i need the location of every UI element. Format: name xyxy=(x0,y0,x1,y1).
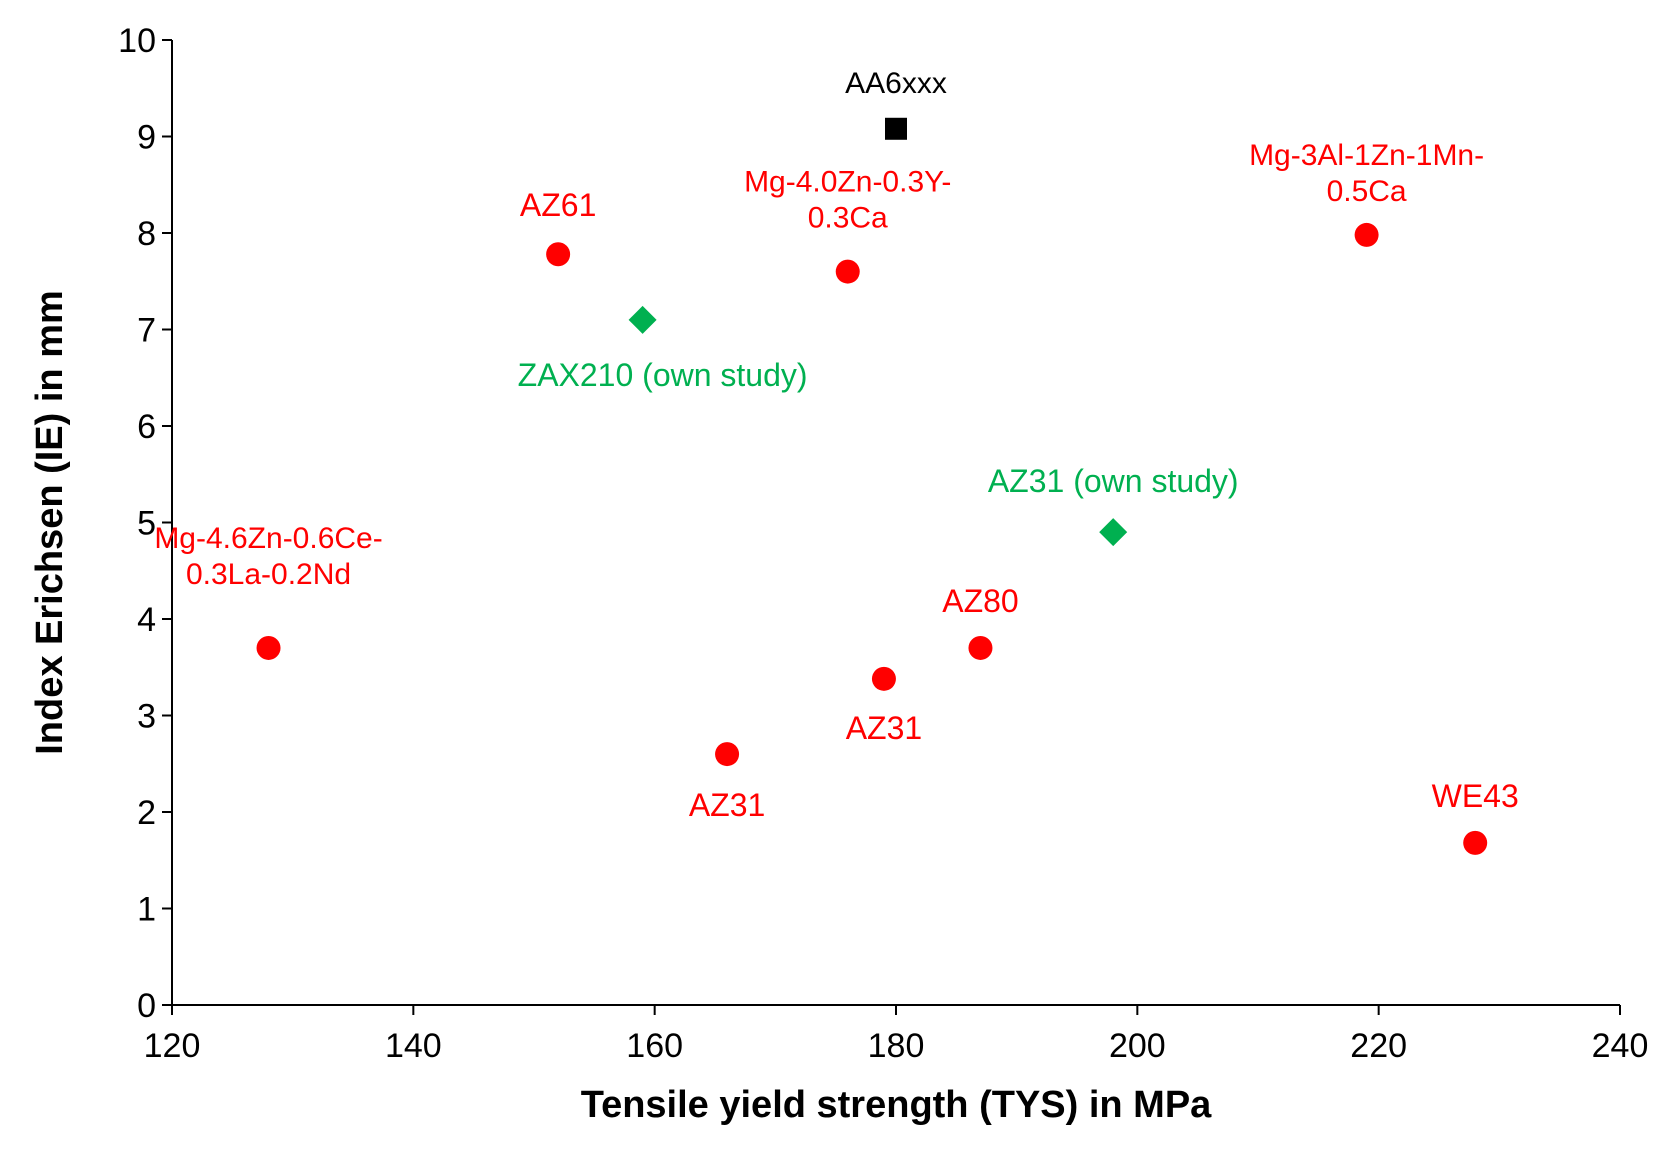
data-point-circle xyxy=(835,259,860,284)
y-tick-label: 8 xyxy=(137,215,156,253)
data-point-square xyxy=(885,117,907,140)
data-point-circle xyxy=(715,742,740,767)
data-point-label: 0.3La-0.2Nd xyxy=(186,558,351,591)
data-point-label: AZ31 xyxy=(689,787,765,823)
y-tick-label: 6 xyxy=(137,408,156,446)
data-point-label: AZ31 (own study) xyxy=(988,463,1239,499)
data-point-label: 0.5Ca xyxy=(1327,175,1407,208)
x-tick-label: 120 xyxy=(144,1027,201,1065)
data-point-circle xyxy=(1463,830,1488,855)
data-point-diamond xyxy=(1099,518,1128,547)
y-tick-label: 5 xyxy=(137,505,156,543)
data-point-circle xyxy=(546,242,571,267)
data-point-label: AZ61 xyxy=(520,187,596,223)
data-point-label: Mg-4.6Zn-0.6Ce- xyxy=(154,522,382,555)
data-point-circle xyxy=(256,635,281,660)
x-tick-label: 220 xyxy=(1350,1027,1407,1065)
data-point-label: AZ31 xyxy=(846,710,922,746)
x-tick-label: 240 xyxy=(1592,1027,1649,1065)
data-point-label: AZ80 xyxy=(942,583,1018,619)
data-point-label: Mg-4.0Zn-0.3Y- xyxy=(744,166,951,199)
data-point-circle xyxy=(871,666,896,691)
data-point-circle xyxy=(968,635,993,660)
y-tick-label: 4 xyxy=(137,601,156,639)
y-tick-label: 10 xyxy=(118,22,156,60)
y-tick-label: 7 xyxy=(137,312,156,350)
x-tick-label: 200 xyxy=(1109,1027,1166,1065)
x-axis-title: Tensile yield strength (TYS) in MPa xyxy=(581,1084,1212,1126)
data-point-label: AA6xxx xyxy=(845,67,947,100)
y-tick-label: 3 xyxy=(137,698,156,736)
data-point-label: ZAX210 (own study) xyxy=(518,357,808,393)
y-axis-title: Index Erichsen (IE) in mm xyxy=(29,290,71,755)
y-tick-label: 2 xyxy=(137,794,156,832)
data-point-circle xyxy=(1354,222,1379,247)
data-point-label: WE43 xyxy=(1432,778,1519,814)
x-tick-label: 160 xyxy=(626,1027,683,1065)
data-point-label: Mg-3Al-1Zn-1Mn- xyxy=(1249,139,1484,172)
y-tick-label: 9 xyxy=(137,119,156,157)
x-tick-label: 180 xyxy=(868,1027,925,1065)
point-labels-group: Mg-4.6Zn-0.6Ce-0.3La-0.2Nd AZ61 AZ31 Mg-4.0… xyxy=(154,67,1518,823)
y-tick-label: 0 xyxy=(137,987,156,1025)
data-point-diamond xyxy=(628,305,657,334)
marks-group xyxy=(256,117,1488,855)
ticks-group: 0 1 2 3 4 5 6 7 8 9 10 120 140 160 180 200 220 240 xyxy=(118,22,1648,1065)
data-point-label: 0.3Ca xyxy=(808,202,888,235)
y-tick-label: 1 xyxy=(137,891,156,929)
x-tick-label: 140 xyxy=(385,1027,442,1065)
